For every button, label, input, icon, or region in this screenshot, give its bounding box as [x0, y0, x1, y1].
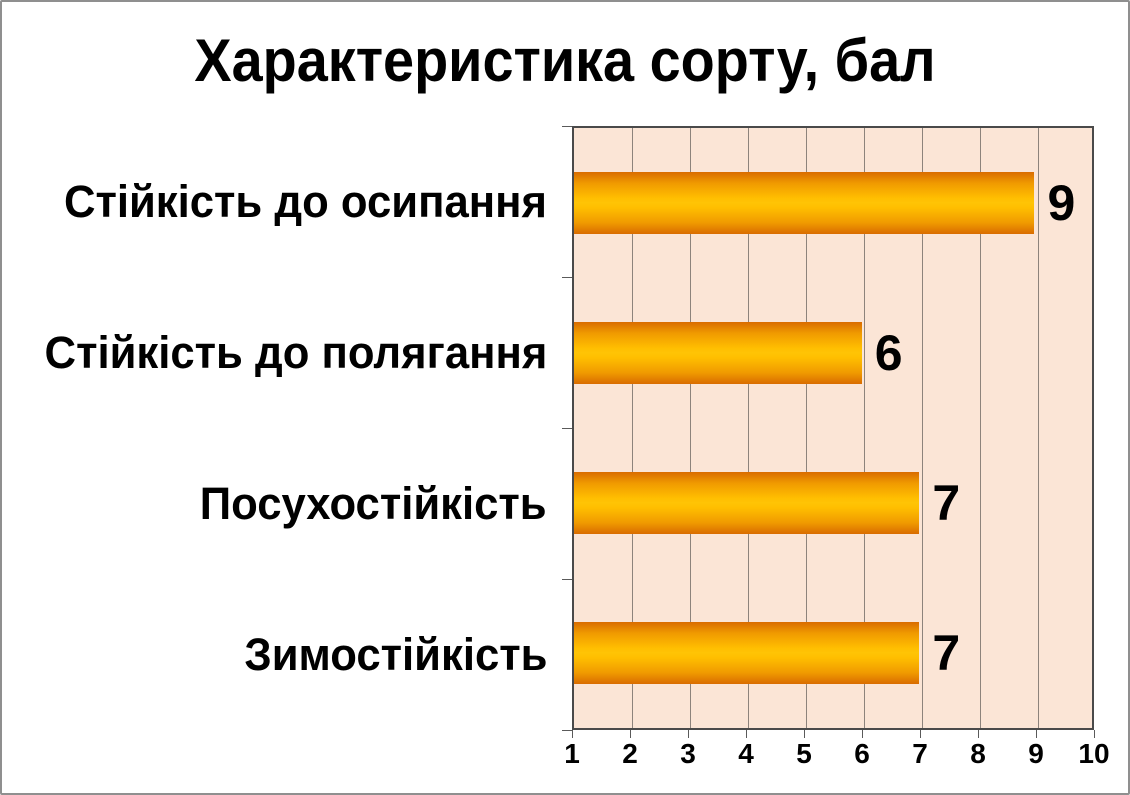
- gridline: [748, 128, 749, 728]
- bars-container: 9 6 7 7: [574, 128, 1092, 728]
- x-axis-tick-label: 3: [680, 738, 696, 769]
- bar-value-label: 6: [874, 325, 903, 381]
- x-axis-tick-mark: [746, 730, 747, 738]
- y-axis-tick-mark: [562, 277, 572, 278]
- gridline: [922, 128, 923, 728]
- bar-value-label: 7: [932, 625, 961, 681]
- x-axis-tick-label: 6: [854, 738, 870, 769]
- x-axis-tick-mark: [920, 730, 921, 738]
- x-axis-tick-mark: [572, 730, 573, 738]
- bar: [574, 472, 920, 534]
- gridline: [864, 128, 865, 728]
- x-axis-tick-mark: [630, 730, 631, 738]
- category-row: Стійкість до полягання: [10, 277, 547, 428]
- gridline: [980, 128, 981, 728]
- bar-row: 9: [574, 128, 1092, 278]
- x-axis-tick-label: 4: [738, 738, 754, 769]
- category-label: Стійкість до полягання: [44, 326, 547, 378]
- x-axis-tick-label: 10: [1078, 738, 1110, 769]
- category-row: Стійкість до осипання: [10, 126, 547, 277]
- x-axis-tick-label: 8: [970, 738, 986, 769]
- bar: [574, 622, 920, 684]
- gridline: [632, 128, 633, 728]
- bar-value-label: 7: [932, 475, 961, 531]
- y-axis-tick-mark: [562, 428, 572, 429]
- bar-value-label: 9: [1047, 175, 1076, 231]
- bar-row: 6: [574, 278, 1092, 428]
- x-axis-tick-mark: [862, 730, 863, 738]
- y-axis-tick-mark: [562, 126, 572, 127]
- gridline: [690, 128, 691, 728]
- y-axis-tick-mark: [562, 579, 572, 580]
- bar-row: 7: [574, 578, 1092, 728]
- gridline: [1038, 128, 1039, 728]
- x-axis-tick-label: 7: [912, 738, 928, 769]
- x-axis-tick-label: 9: [1028, 738, 1044, 769]
- x-axis-tick-label: 1: [564, 738, 580, 769]
- x-axis-tick-mark: [1036, 730, 1037, 738]
- x-axis-tick-mark: [978, 730, 979, 738]
- chart-title: Характеристика сорту, бал: [194, 27, 936, 94]
- plot-area: 9 6 7 7: [572, 126, 1094, 730]
- category-row: Зимостійкість: [10, 579, 547, 730]
- x-axis-tick-label: 2: [622, 738, 638, 769]
- category-label: Стійкість до осипання: [64, 175, 547, 227]
- x-axis-tick-mark: [804, 730, 805, 738]
- bar-row: 7: [574, 428, 1092, 578]
- category-row: Посухостійкість: [10, 428, 547, 579]
- y-axis-tick-mark: [562, 730, 572, 731]
- category-label: Зимостійкість: [243, 628, 547, 680]
- x-axis-tick-label: 5: [796, 738, 812, 769]
- bar: [574, 322, 862, 384]
- x-axis-tick-mark: [1094, 730, 1095, 738]
- x-axis-tick-mark: [688, 730, 689, 738]
- gridline: [806, 128, 807, 728]
- category-axis-labels: Стійкість до осипання Стійкість до поляга…: [10, 126, 547, 730]
- category-label: Посухостійкість: [200, 477, 547, 529]
- bar: [574, 172, 1035, 234]
